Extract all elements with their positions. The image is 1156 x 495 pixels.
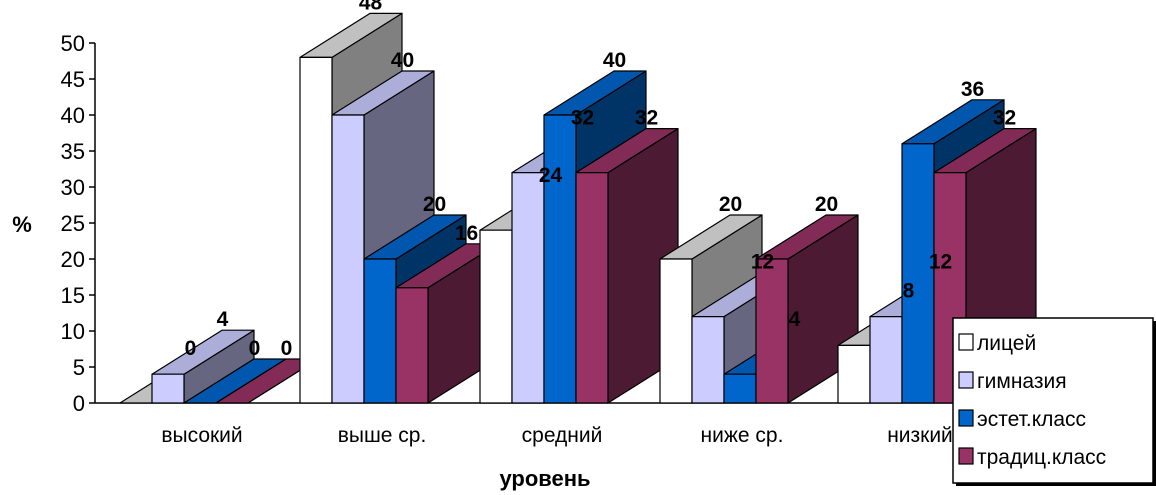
legend-label: гимназия xyxy=(977,370,1067,393)
y-tick-label: 0 xyxy=(73,391,85,416)
bar-front xyxy=(691,316,725,404)
x-axis-title: уровень xyxy=(499,466,590,491)
y-tick-label: 5 xyxy=(73,355,85,380)
bar xyxy=(151,329,255,404)
bar-front xyxy=(755,258,789,404)
bar-front xyxy=(395,287,429,404)
legend-swatch xyxy=(958,409,974,427)
data-label: 16 xyxy=(455,222,478,245)
bar-front xyxy=(869,316,903,404)
legend-swatch xyxy=(958,447,974,465)
legend: лицей гимназия эстет.класс традиц.класс xyxy=(952,317,1156,486)
bar-front xyxy=(901,143,935,404)
legend-box xyxy=(952,317,1154,484)
bars-layer xyxy=(119,12,1037,404)
category-label: высокий xyxy=(161,424,242,447)
data-label: 48 xyxy=(359,0,383,14)
y-tick-label: 50 xyxy=(61,31,85,56)
legend-swatch xyxy=(958,371,974,389)
data-label: 40 xyxy=(603,49,626,72)
bar xyxy=(575,128,679,404)
category-label: средний xyxy=(522,424,603,447)
data-label: 8 xyxy=(903,279,915,302)
data-label: 12 xyxy=(751,251,774,274)
data-label: 20 xyxy=(815,193,838,216)
y-tick-label: 35 xyxy=(61,139,85,164)
data-label: 32 xyxy=(571,107,594,130)
bar-front xyxy=(151,373,185,404)
bar-front xyxy=(331,114,365,404)
bar-front xyxy=(299,56,333,404)
category-label: выше ср. xyxy=(338,424,427,447)
data-label: 20 xyxy=(423,193,446,216)
y-tick-label: 40 xyxy=(61,103,85,128)
bar-front xyxy=(723,373,757,404)
data-label: 40 xyxy=(391,49,414,72)
y-axis-title: % xyxy=(12,212,32,237)
data-label: 4 xyxy=(789,308,801,331)
legend-label: традиц.класс xyxy=(977,446,1106,469)
data-label: 0 xyxy=(249,337,261,360)
data-label: 32 xyxy=(635,107,658,130)
category-label: ниже ср. xyxy=(701,424,784,447)
data-label: 12 xyxy=(929,251,952,274)
legend-label: эстет.класс xyxy=(977,408,1086,431)
data-label: 24 xyxy=(539,164,563,187)
y-tick-label: 20 xyxy=(61,247,85,272)
legend-label: лицей xyxy=(977,332,1036,355)
data-label: 20 xyxy=(719,193,742,216)
bar-front xyxy=(363,258,397,404)
bar-front xyxy=(837,344,871,404)
category-label: низкий xyxy=(887,424,953,447)
y-tick-label: 15 xyxy=(61,283,85,308)
bar-front xyxy=(479,229,513,404)
legend-swatch xyxy=(958,333,974,351)
bar-front xyxy=(659,258,693,404)
y-tick-label: 45 xyxy=(61,67,85,92)
bar-front xyxy=(575,172,609,404)
data-label: 0 xyxy=(185,337,197,360)
data-label: 0 xyxy=(281,337,293,360)
data-label: 32 xyxy=(993,107,1016,130)
y-tick-label: 25 xyxy=(61,211,85,236)
data-label: 4 xyxy=(217,308,229,331)
y-tick-label: 30 xyxy=(61,175,85,200)
data-label: 36 xyxy=(961,78,984,101)
bar-front xyxy=(543,114,577,404)
y-tick-label: 10 xyxy=(61,319,85,344)
bar-front xyxy=(511,172,545,404)
